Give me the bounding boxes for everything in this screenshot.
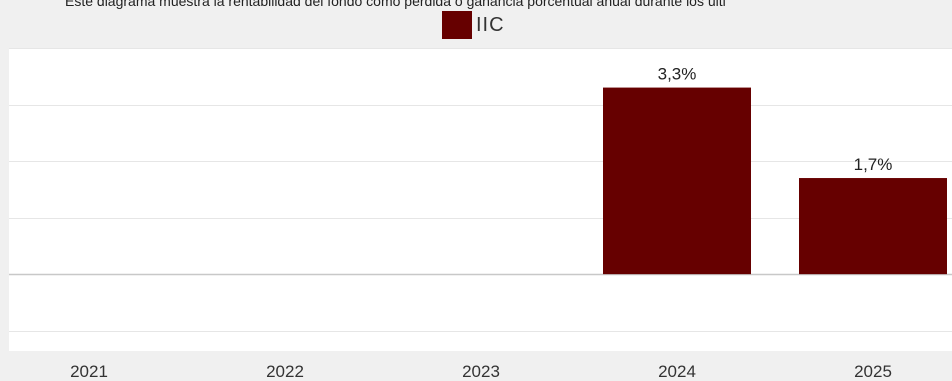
legend: IIC <box>442 11 505 39</box>
data-label-2024: 3,3% <box>658 65 697 84</box>
plot-area <box>9 48 952 351</box>
bar-2024[interactable] <box>603 87 751 275</box>
x-tick-label: 2022 <box>266 362 304 381</box>
grid-lines <box>9 48 952 332</box>
x-axis-ticks: 2021 2022 2023 2024 2025 <box>70 362 892 381</box>
x-tick-label: 2025 <box>854 362 892 381</box>
legend-label-iic: IIC <box>476 13 505 36</box>
bars <box>603 87 947 275</box>
bar-2025[interactable] <box>799 178 947 275</box>
chart-subtitle: Este diagrama muestra la rentabilidad de… <box>65 0 726 9</box>
legend-swatch <box>442 11 472 39</box>
x-tick-label: 2023 <box>462 362 500 381</box>
data-labels: 3,3% 1,7% <box>658 65 893 174</box>
x-tick-label: 2021 <box>70 362 108 381</box>
data-label-2025: 1,7% <box>854 155 893 174</box>
x-tick-label: 2024 <box>658 362 696 381</box>
